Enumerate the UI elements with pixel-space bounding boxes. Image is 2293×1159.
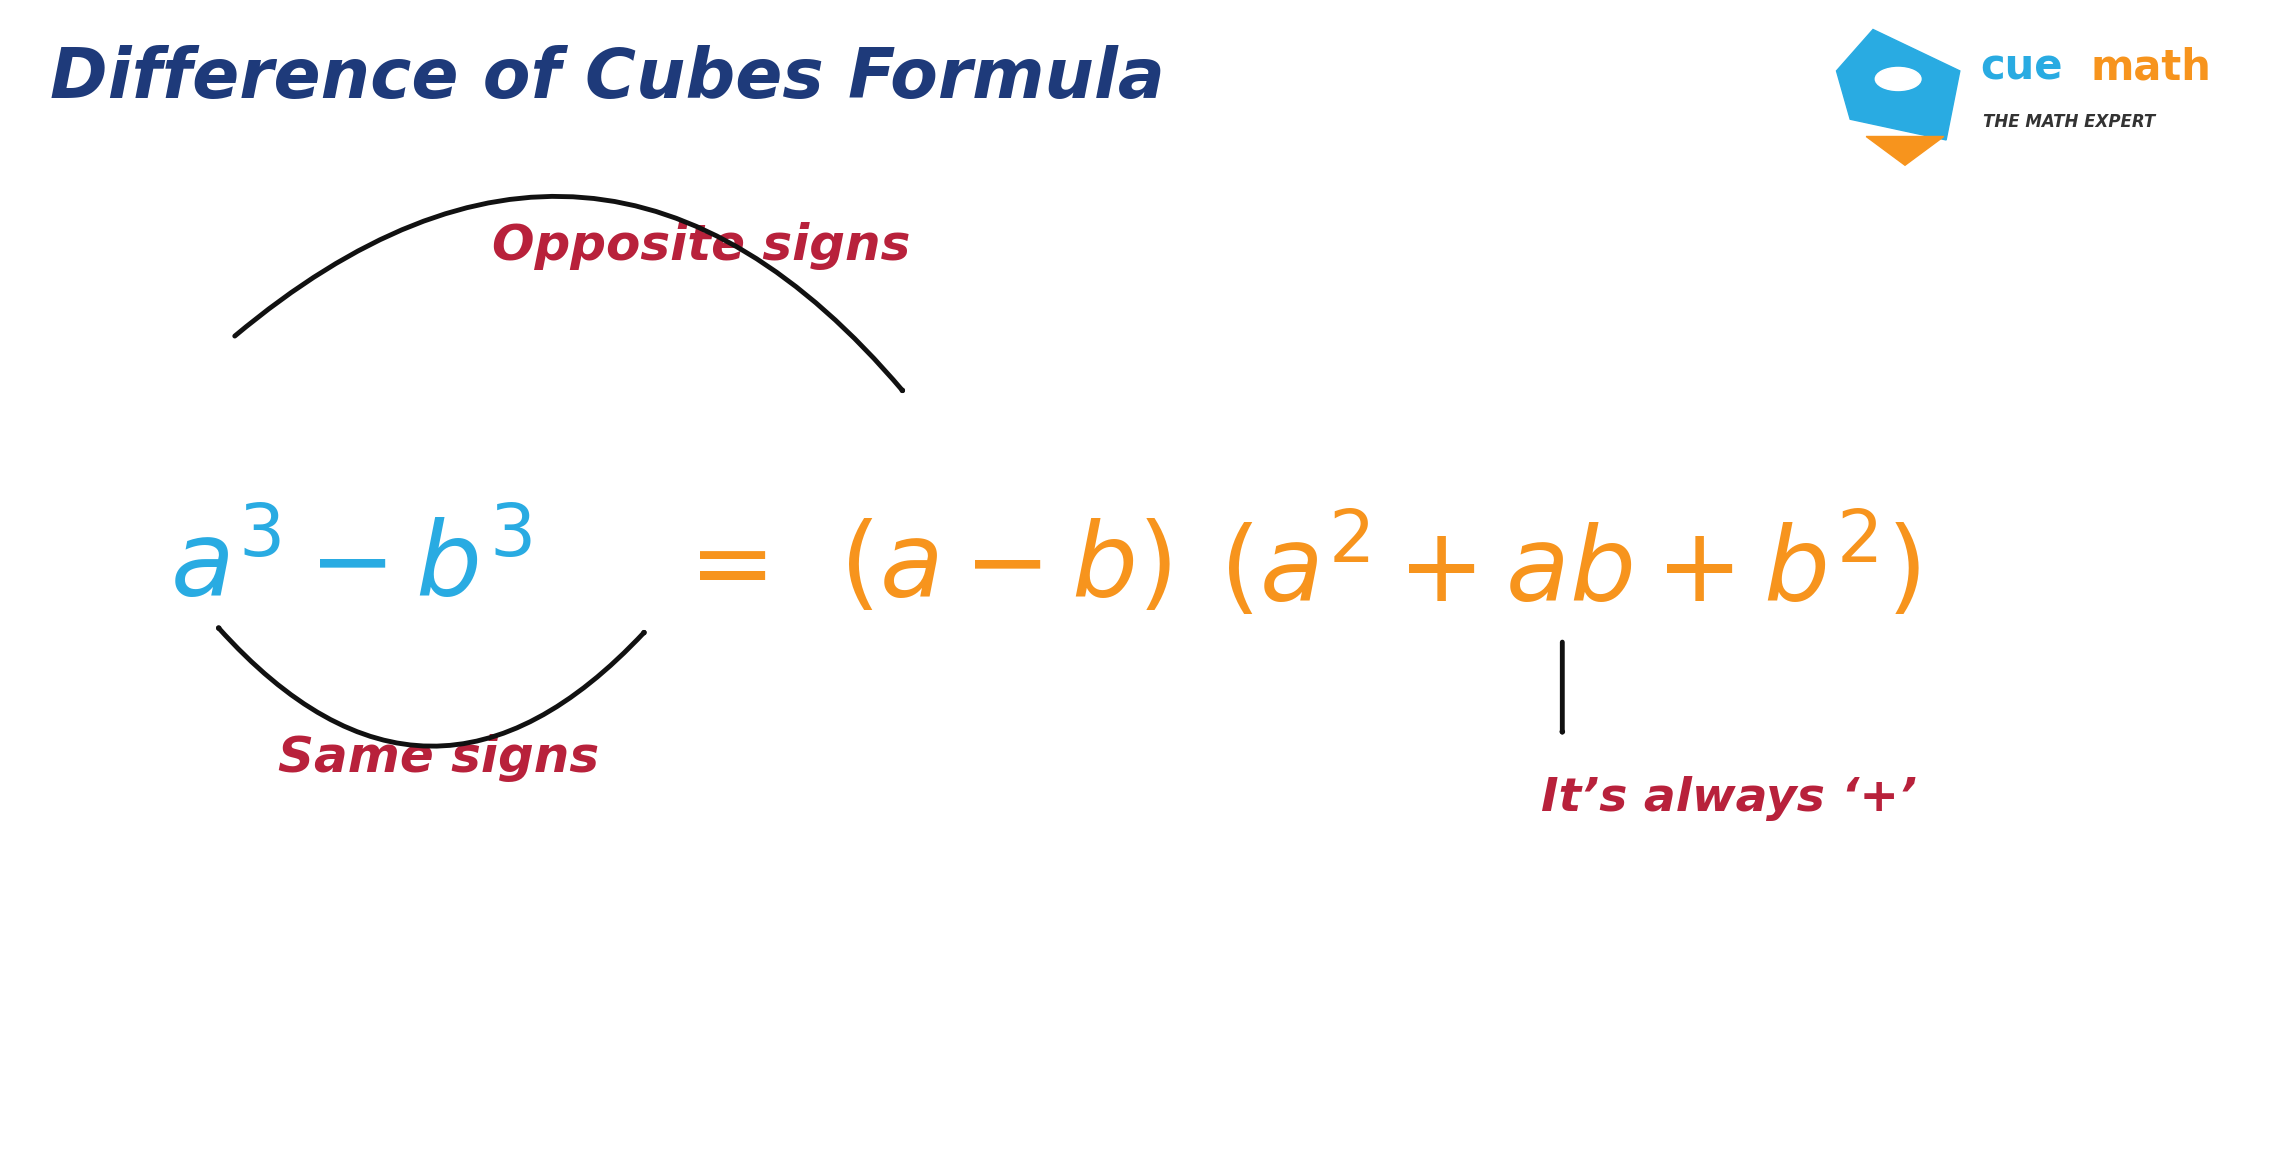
Polygon shape bbox=[1837, 29, 1961, 140]
Polygon shape bbox=[1867, 137, 1944, 166]
Text: $a^3 - b^3$: $a^3 - b^3$ bbox=[170, 518, 532, 618]
Text: THE MATH EXPERT: THE MATH EXPERT bbox=[1983, 112, 2155, 131]
Text: $=$: $=$ bbox=[667, 517, 766, 619]
FancyArrowPatch shape bbox=[218, 628, 644, 746]
Text: $(a^2 + ab + b^2)$: $(a^2 + ab + b^2)$ bbox=[1220, 512, 1919, 624]
Text: Opposite signs: Opposite signs bbox=[491, 221, 910, 270]
Text: Same signs: Same signs bbox=[277, 734, 598, 782]
Text: Difference of Cubes Formula: Difference of Cubes Formula bbox=[50, 45, 1165, 112]
Text: cue: cue bbox=[1981, 46, 2064, 88]
Circle shape bbox=[1876, 67, 1922, 90]
Text: $(a - b)$: $(a - b)$ bbox=[839, 518, 1172, 618]
Text: It’s always ‘+’: It’s always ‘+’ bbox=[1541, 775, 1917, 821]
Text: math: math bbox=[2089, 46, 2210, 88]
FancyArrowPatch shape bbox=[234, 196, 903, 391]
